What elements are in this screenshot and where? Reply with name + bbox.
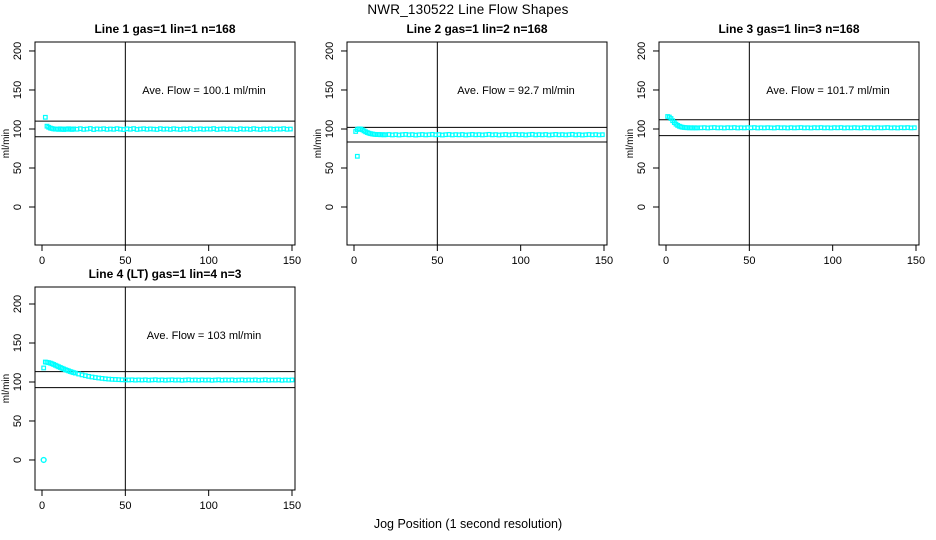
x-tick-label: 150: [595, 255, 613, 265]
y-tick-label: 0: [636, 204, 648, 210]
y-tick-label: 200: [12, 42, 24, 60]
y-tick-label: 100: [12, 373, 24, 391]
y-tick-label: 100: [324, 120, 336, 138]
subplot-title: Line 2 gas=1 lin=2 n=168: [406, 22, 547, 36]
x-tick-label: 100: [199, 500, 217, 512]
x-tick-label: 50: [743, 255, 755, 265]
y-tick-label: 200: [324, 42, 336, 60]
subplot-line-4: Line 4 (LT) gas=1 lin=4 n=3 0 50 100 150 0 50 1…: [0, 265, 312, 523]
y-axis-unit-label: ml/min: [1, 374, 12, 403]
data-point: [354, 153, 360, 159]
y-tick-label: 100: [636, 120, 648, 138]
y-tick-label: 200: [636, 42, 648, 60]
x-tick-label: 150: [907, 255, 925, 265]
data-point: [41, 365, 47, 371]
plot-box: [346, 41, 608, 246]
data-point: [599, 132, 605, 138]
y-tick-label: 0: [12, 457, 24, 463]
x-tick-label: 100: [823, 255, 841, 265]
outlier-point: [40, 456, 47, 464]
plot-canvas-2: Line 2 gas=1 lin=2 n=168 0 50 100 150 0 50 100 1…: [313, 22, 613, 265]
x-tick-label: 0: [663, 255, 669, 265]
y-tick-label: 200: [12, 295, 24, 313]
y-axis-unit-label: ml/min: [1, 129, 12, 158]
y-tick-label: 50: [12, 162, 24, 174]
x-tick-label: 50: [431, 255, 443, 265]
ave-flow-annotation: Ave. Flow = 100.1 ml/min: [142, 85, 266, 97]
y-tick-label: 50: [324, 162, 336, 174]
plot-box: [34, 286, 296, 491]
y-tick-label: 150: [636, 81, 648, 99]
subplot-title: Line 4 (LT) gas=1 lin=4 n=3: [89, 267, 242, 281]
subplot-title: Line 3 gas=1 lin=3 n=168: [718, 22, 859, 36]
x-tick-label: 150: [283, 500, 301, 512]
data-point: [911, 125, 917, 131]
plot-canvas-3: Line 3 gas=1 lin=3 n=168 0 50 100 150 0 50 100 1…: [625, 22, 925, 265]
subplot-line-2: Line 2 gas=1 lin=2 n=168 0 50 100 150 0 50 100 1…: [312, 20, 624, 265]
x-tick-label: 0: [39, 255, 45, 265]
y-axis-unit-label: ml/min: [313, 129, 324, 158]
figure-title: NWR_130522 Line Flow Shapes: [367, 2, 569, 17]
subplot-line-1: Line 1 gas=1 lin=1 n=168 0 50 100 150 0 50 100 1…: [0, 20, 312, 265]
y-tick-label: 0: [12, 204, 24, 210]
x-tick-label: 100: [199, 255, 217, 265]
ave-flow-annotation: Ave. Flow = 92.7 ml/min: [457, 85, 574, 97]
plot-canvas-1: Line 1 gas=1 lin=1 n=168 0 50 100 150 0 50 100 1…: [1, 22, 301, 265]
y-tick-label: 150: [12, 81, 24, 99]
subplot-line-3: Line 3 gas=1 lin=3 n=168 0 50 100 150 0 50 100 1…: [624, 20, 936, 265]
subplot-title: Line 1 gas=1 lin=1 n=168: [94, 22, 235, 36]
x-tick-label: 0: [351, 255, 357, 265]
x-tick-label: 0: [39, 500, 45, 512]
plot-canvas-4: Line 4 (LT) gas=1 lin=4 n=3 0 50 100 150 0 50 1…: [1, 267, 301, 512]
data-point: [289, 377, 295, 383]
plot-box: [658, 41, 920, 246]
y-tick-label: 150: [12, 334, 24, 352]
y-axis-unit-label: ml/min: [625, 129, 636, 158]
y-tick-label: 50: [636, 162, 648, 174]
y-tick-label: 150: [324, 81, 336, 99]
x-tick-label: 50: [119, 500, 131, 512]
ave-flow-annotation: Ave. Flow = 101.7 ml/min: [766, 85, 890, 97]
data-point: [42, 114, 48, 120]
plot-box: [34, 41, 296, 246]
x-tick-label: 150: [283, 255, 301, 265]
ave-flow-annotation: Ave. Flow = 103 ml/min: [147, 330, 261, 342]
y-tick-label: 50: [12, 415, 24, 427]
data-point: [287, 126, 293, 132]
y-tick-label: 100: [12, 120, 24, 138]
y-tick-label: 0: [324, 204, 336, 210]
x-tick-label: 100: [511, 255, 529, 265]
x-axis-label: Jog Position (1 second resolution): [373, 517, 563, 531]
x-tick-label: 50: [119, 255, 131, 265]
